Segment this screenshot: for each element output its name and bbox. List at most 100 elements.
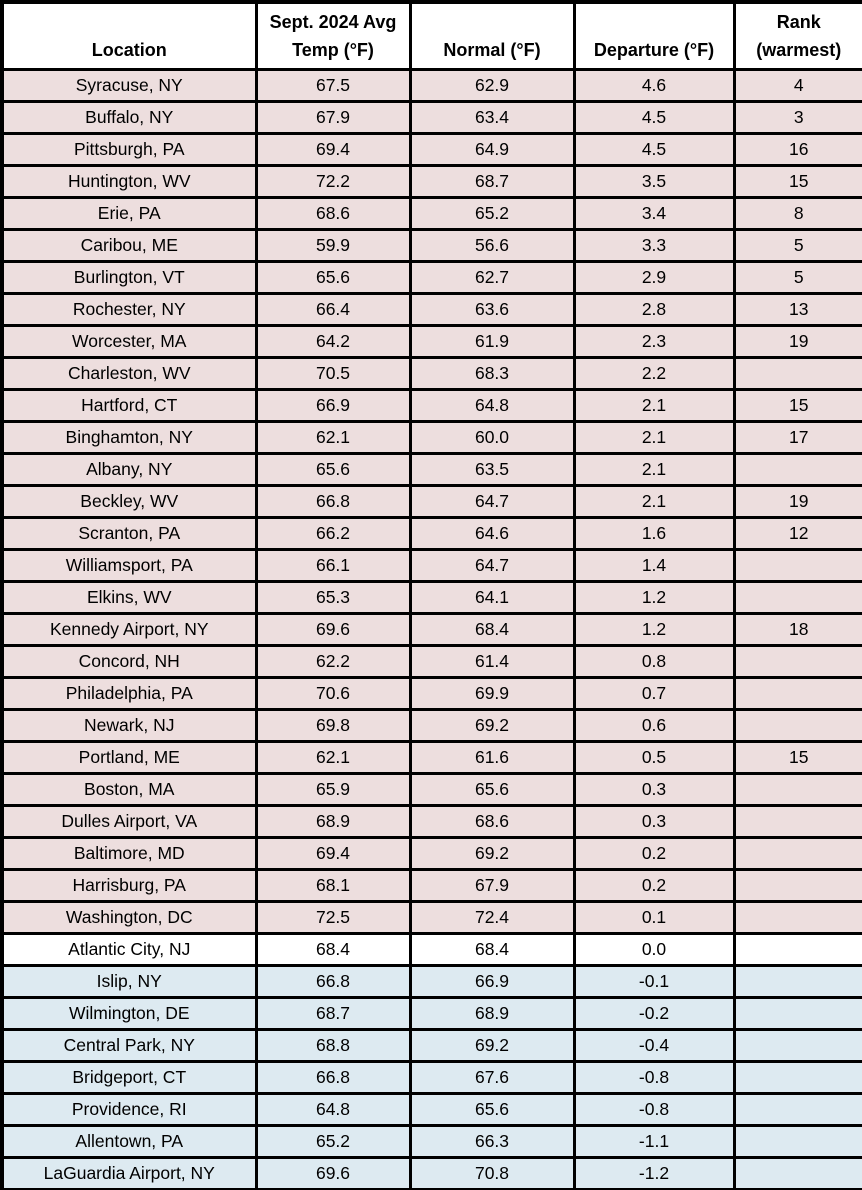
- cell-departure: 1.2: [572, 612, 736, 647]
- cell-normal: 68.4: [408, 612, 576, 647]
- cell-rank: 4: [732, 68, 862, 103]
- table-row: Beckley, WV 66.8 64.7 2.1 19: [0, 484, 862, 519]
- cell-rank: 5: [732, 228, 862, 263]
- cell-normal: 69.2: [408, 708, 576, 743]
- cell-avg-temp: 66.4: [254, 292, 412, 327]
- cell-rank: 19: [732, 324, 862, 359]
- cell-avg-temp: 66.9: [254, 388, 412, 423]
- cell-rank: 8: [732, 196, 862, 231]
- cell-avg-temp: 62.1: [254, 740, 412, 775]
- cell-avg-temp: 69.8: [254, 708, 412, 743]
- table-row: Wilmington, DE 68.7 68.9 -0.2: [0, 996, 862, 1031]
- cell-normal: 65.6: [408, 772, 576, 807]
- cell-avg-temp: 64.2: [254, 324, 412, 359]
- table-row: Buffalo, NY 67.9 63.4 4.5 3: [0, 100, 862, 135]
- cell-avg-temp: 65.2: [254, 1124, 412, 1159]
- cell-location: Atlantic City, NJ: [0, 932, 258, 967]
- cell-rank: 13: [732, 292, 862, 327]
- cell-location: Rochester, NY: [0, 292, 258, 327]
- table-row: Burlington, VT 65.6 62.7 2.9 5: [0, 260, 862, 295]
- cell-rank: [732, 1156, 862, 1190]
- cell-avg-temp: 67.5: [254, 68, 412, 103]
- table-row: Concord, NH 62.2 61.4 0.8: [0, 644, 862, 679]
- table-row: Scranton, PA 66.2 64.6 1.6 12: [0, 516, 862, 551]
- cell-normal: 64.8: [408, 388, 576, 423]
- cell-location: Boston, MA: [0, 772, 258, 807]
- cell-rank: [732, 676, 862, 711]
- cell-departure: 4.5: [572, 132, 736, 167]
- cell-avg-temp: 65.3: [254, 580, 412, 615]
- cell-normal: 68.7: [408, 164, 576, 199]
- cell-normal: 67.9: [408, 868, 576, 903]
- cell-rank: [732, 996, 862, 1031]
- cell-avg-temp: 68.6: [254, 196, 412, 231]
- table-row: Central Park, NY 68.8 69.2 -0.4: [0, 1028, 862, 1063]
- table-row: Portland, ME 62.1 61.6 0.5 15: [0, 740, 862, 775]
- cell-normal: 65.2: [408, 196, 576, 231]
- cell-location: Worcester, MA: [0, 324, 258, 359]
- cell-rank: [732, 868, 862, 903]
- cell-location: Baltimore, MD: [0, 836, 258, 871]
- table-row: Albany, NY 65.6 63.5 2.1: [0, 452, 862, 487]
- cell-location: Syracuse, NY: [0, 68, 258, 103]
- cell-normal: 68.3: [408, 356, 576, 391]
- cell-departure: 0.3: [572, 772, 736, 807]
- cell-departure: -0.8: [572, 1060, 736, 1095]
- table-row: Baltimore, MD 69.4 69.2 0.2: [0, 836, 862, 871]
- cell-avg-temp: 69.6: [254, 1156, 412, 1190]
- cell-departure: 1.6: [572, 516, 736, 551]
- cell-normal: 66.9: [408, 964, 576, 999]
- cell-avg-temp: 67.9: [254, 100, 412, 135]
- cell-normal: 68.6: [408, 804, 576, 839]
- cell-departure: 4.5: [572, 100, 736, 135]
- cell-location: Huntington, WV: [0, 164, 258, 199]
- cell-avg-temp: 72.2: [254, 164, 412, 199]
- cell-rank: [732, 836, 862, 871]
- cell-location: Allentown, PA: [0, 1124, 258, 1159]
- cell-rank: [732, 932, 862, 967]
- cell-departure: 2.1: [572, 484, 736, 519]
- cell-departure: 0.5: [572, 740, 736, 775]
- cell-avg-temp: 65.9: [254, 772, 412, 807]
- cell-normal: 66.3: [408, 1124, 576, 1159]
- cell-rank: 15: [732, 740, 862, 775]
- cell-avg-temp: 68.7: [254, 996, 412, 1031]
- cell-avg-temp: 59.9: [254, 228, 412, 263]
- cell-location: Kennedy Airport, NY: [0, 612, 258, 647]
- table-row: Dulles Airport, VA 68.9 68.6 0.3: [0, 804, 862, 839]
- cell-rank: [732, 964, 862, 999]
- cell-avg-temp: 65.6: [254, 452, 412, 487]
- cell-departure: 0.7: [572, 676, 736, 711]
- cell-departure: 2.8: [572, 292, 736, 327]
- table-row: Harrisburg, PA 68.1 67.9 0.2: [0, 868, 862, 903]
- cell-normal: 62.9: [408, 68, 576, 103]
- cell-departure: 0.0: [572, 932, 736, 967]
- header-location: Location: [0, 0, 258, 71]
- cell-departure: 2.9: [572, 260, 736, 295]
- cell-normal: 68.4: [408, 932, 576, 967]
- cell-avg-temp: 69.4: [254, 132, 412, 167]
- cell-normal: 63.5: [408, 452, 576, 487]
- table-row: Erie, PA 68.6 65.2 3.4 8: [0, 196, 862, 231]
- cell-departure: 0.6: [572, 708, 736, 743]
- cell-location: Williamsport, PA: [0, 548, 258, 583]
- cell-location: Harrisburg, PA: [0, 868, 258, 903]
- cell-location: Buffalo, NY: [0, 100, 258, 135]
- cell-location: Caribou, ME: [0, 228, 258, 263]
- cell-location: Dulles Airport, VA: [0, 804, 258, 839]
- cell-rank: 12: [732, 516, 862, 551]
- cell-rank: [732, 1028, 862, 1063]
- cell-rank: 19: [732, 484, 862, 519]
- cell-normal: 72.4: [408, 900, 576, 935]
- cell-avg-temp: 69.6: [254, 612, 412, 647]
- table-row: Binghamton, NY 62.1 60.0 2.1 17: [0, 420, 862, 455]
- cell-location: Philadelphia, PA: [0, 676, 258, 711]
- cell-departure: 0.2: [572, 836, 736, 871]
- cell-location: Beckley, WV: [0, 484, 258, 519]
- cell-departure: 1.4: [572, 548, 736, 583]
- cell-location: Pittsburgh, PA: [0, 132, 258, 167]
- cell-departure: 0.1: [572, 900, 736, 935]
- cell-rank: [732, 708, 862, 743]
- cell-normal: 61.6: [408, 740, 576, 775]
